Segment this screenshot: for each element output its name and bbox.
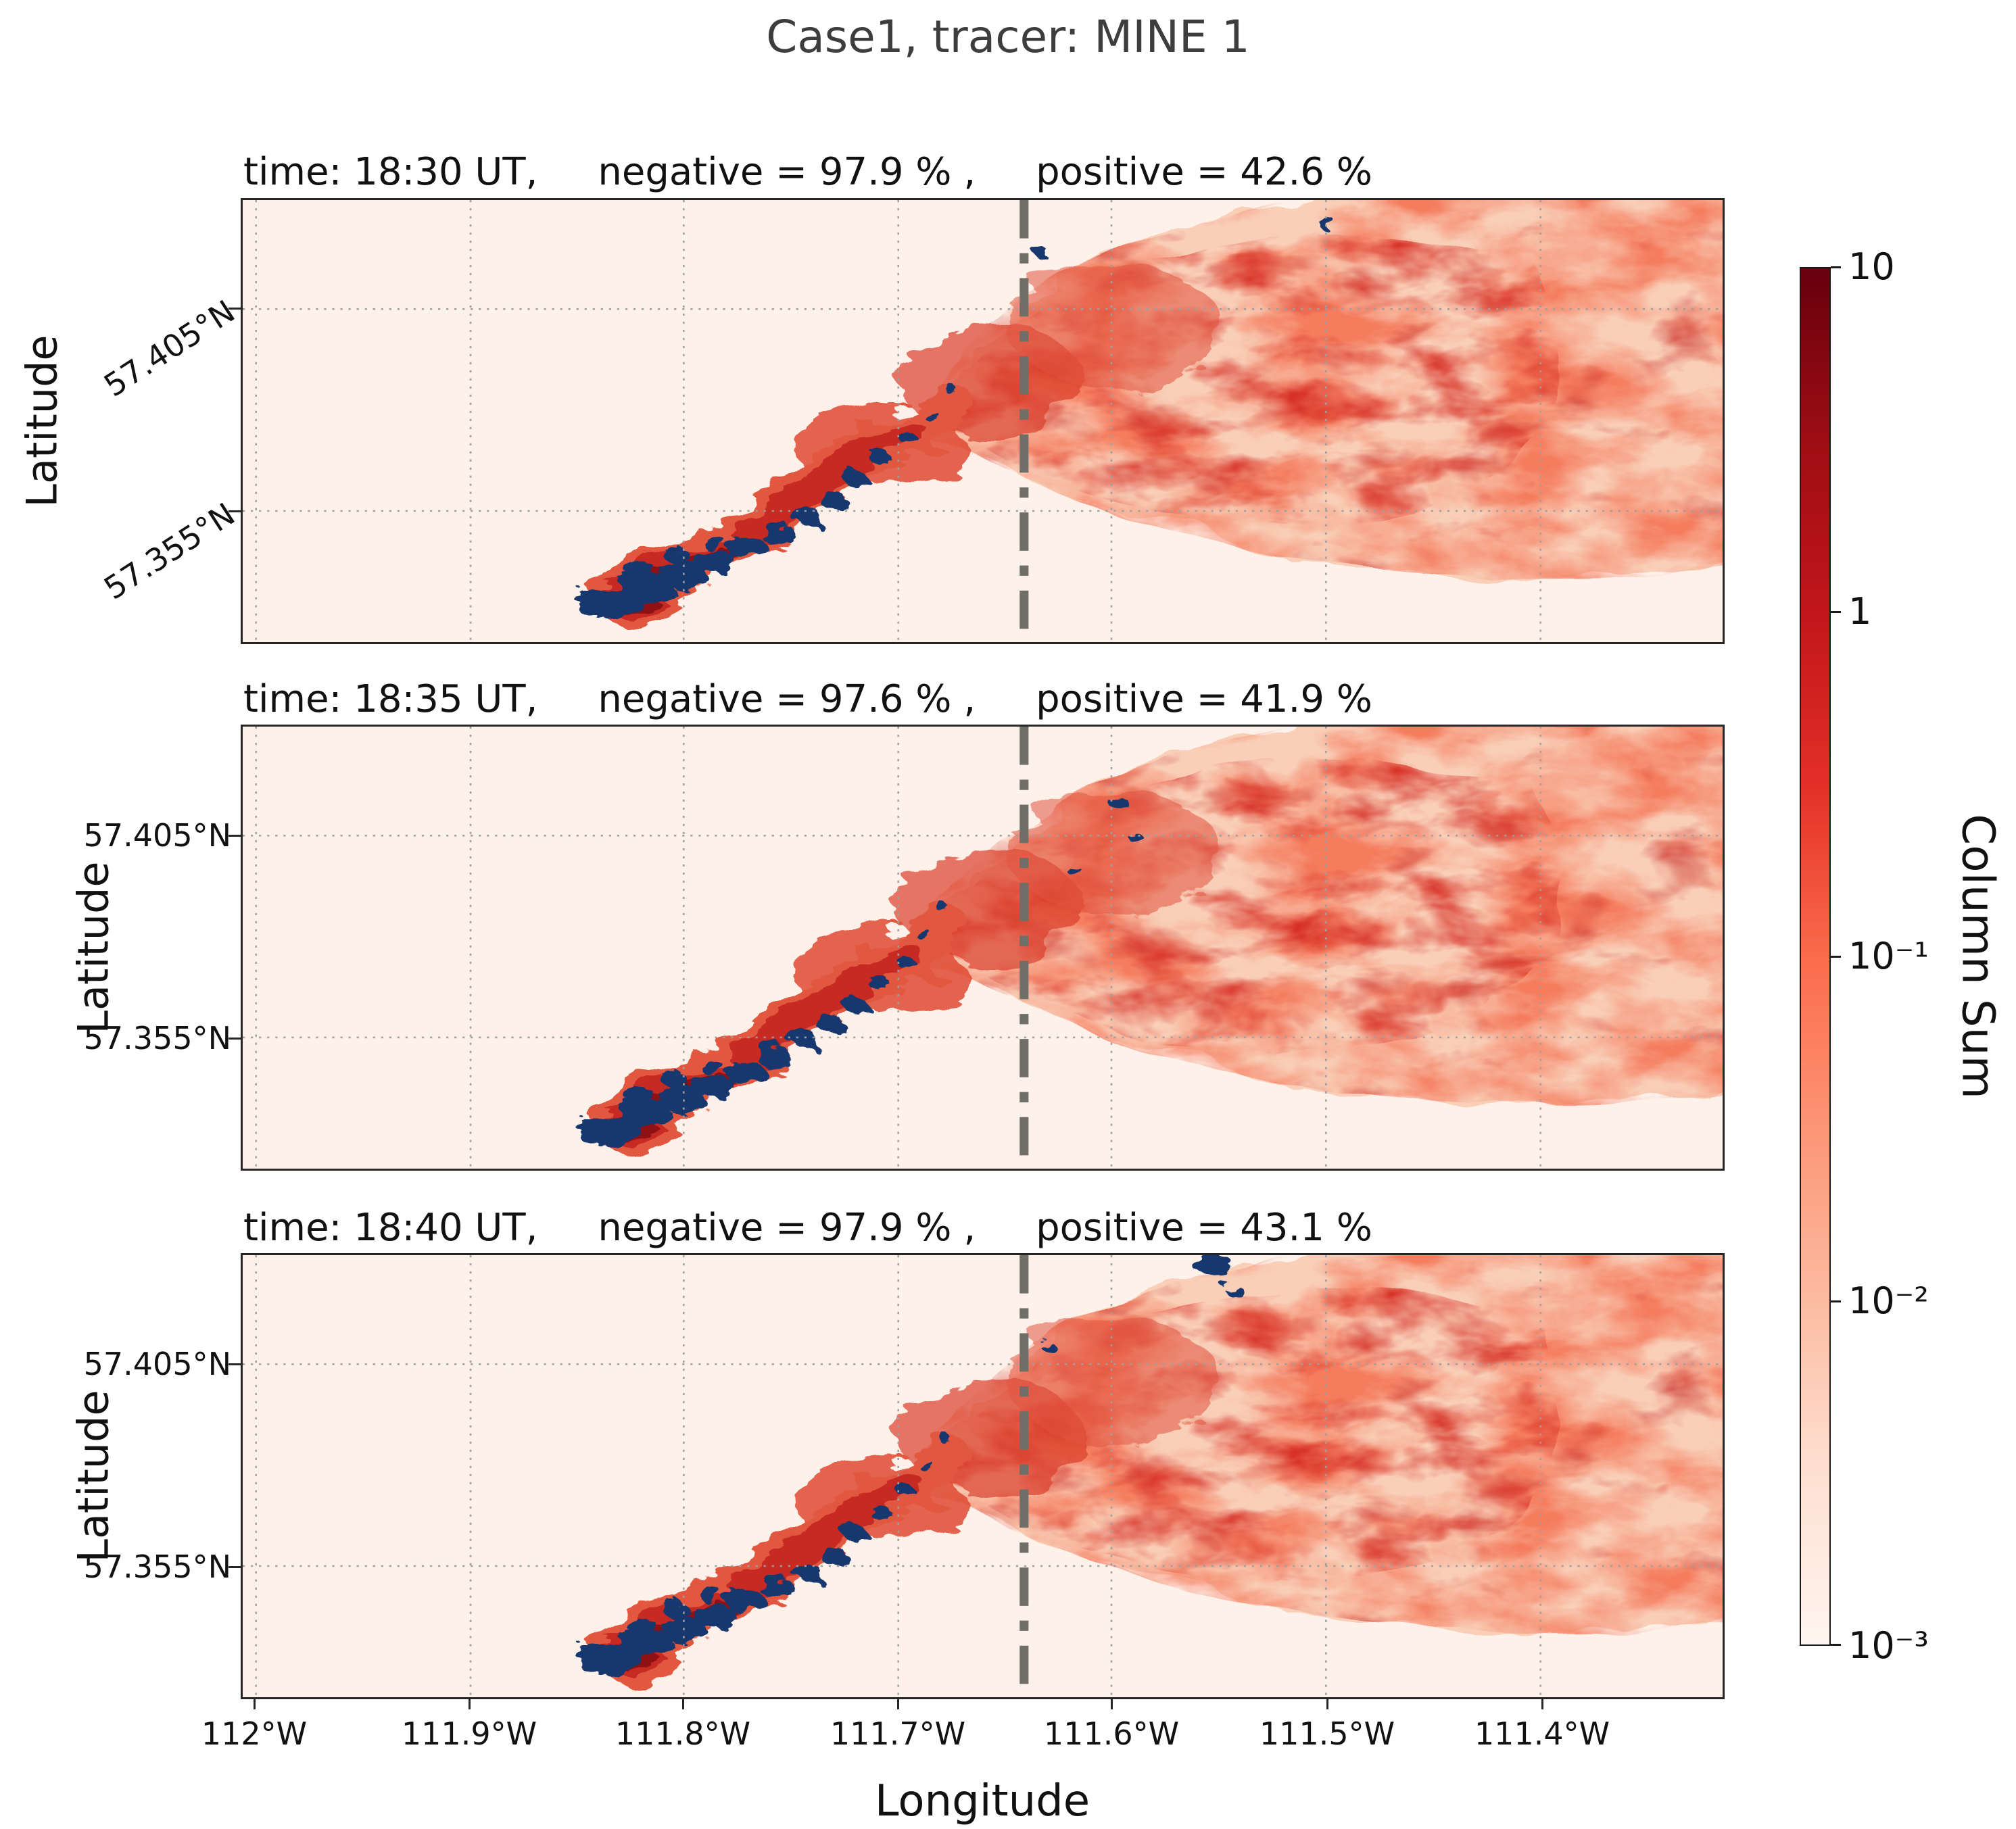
x-tick-mark	[254, 1699, 256, 1709]
colorbar-tick-mark	[1831, 956, 1841, 958]
y-axis-label: Latitude	[68, 1390, 118, 1563]
x-tick-mark	[1541, 1699, 1543, 1709]
negative-contours-extra	[1034, 218, 1337, 258]
y-tick-mark	[229, 1566, 241, 1568]
x-axis-label: Longitude	[874, 1776, 1090, 1826]
colorbar-bar	[1800, 267, 1831, 1646]
map-plot-1830	[243, 200, 1723, 642]
x-tick-mark	[1111, 1699, 1113, 1709]
negative-contours-extra	[1040, 1255, 1243, 1351]
x-tick-label: 111.7°W	[830, 1715, 966, 1752]
y-axis-label: Latitude	[68, 861, 118, 1034]
x-tick-mark	[469, 1699, 471, 1709]
x-tick-label: 111.9°W	[401, 1715, 537, 1752]
colorbar-tick-mark	[1831, 266, 1841, 268]
map-panel-1830	[241, 198, 1725, 644]
x-tick-label: 111.8°W	[615, 1715, 751, 1752]
y-tick-mark	[229, 1363, 241, 1365]
y-tick-label: 57.355°N	[97, 495, 241, 607]
y-tick-mark	[229, 308, 241, 310]
panel-title-1840: time: 18:40 UT, negative = 97.9 % , posi…	[243, 1206, 1372, 1250]
y-tick-label: 57.405°N	[83, 1346, 231, 1382]
x-tick-label: 111.4°W	[1474, 1715, 1610, 1752]
x-tick-label: 112°W	[201, 1715, 308, 1752]
colorbar-tick-label: 10	[1848, 245, 1895, 288]
y-tick-label: 57.405°N	[83, 817, 231, 854]
x-tick-label: 111.6°W	[1043, 1715, 1180, 1752]
x-tick-mark	[682, 1699, 684, 1709]
colorbar-tick-label: 10⁻¹	[1848, 935, 1929, 977]
panel-title-1830: time: 18:30 UT, negative = 97.9 % , posi…	[243, 150, 1372, 194]
colorbar-tick-mark	[1831, 1644, 1841, 1646]
y-tick-mark	[229, 510, 241, 512]
x-tick-mark	[1326, 1699, 1328, 1709]
map-plot-1840	[243, 1255, 1723, 1697]
colorbar-tick-mark	[1831, 611, 1841, 613]
x-tick-mark	[897, 1699, 899, 1709]
y-tick-label: 57.355°N	[83, 1020, 231, 1056]
colorbar-tick-label: 10⁻²	[1848, 1279, 1929, 1322]
y-tick-mark	[229, 1038, 241, 1040]
panel-title-1835: time: 18:35 UT, negative = 97.6 % , posi…	[243, 677, 1372, 721]
colorbar-tick-label: 10⁻³	[1848, 1624, 1929, 1667]
map-panel-1840	[241, 1253, 1725, 1699]
colorbar-tick-mark	[1831, 1300, 1841, 1302]
figure-title: Case1, tracer: MINE 1	[766, 11, 1250, 63]
map-plot-1835	[243, 727, 1723, 1169]
map-panel-1835	[241, 725, 1725, 1171]
colorbar-tick-label: 1	[1848, 590, 1872, 633]
x-tick-label: 111.5°W	[1259, 1715, 1395, 1752]
y-tick-label: 57.355°N	[83, 1548, 231, 1585]
colorbar-axis-label: Column Sum	[1952, 814, 2005, 1099]
y-tick-mark	[229, 835, 241, 837]
